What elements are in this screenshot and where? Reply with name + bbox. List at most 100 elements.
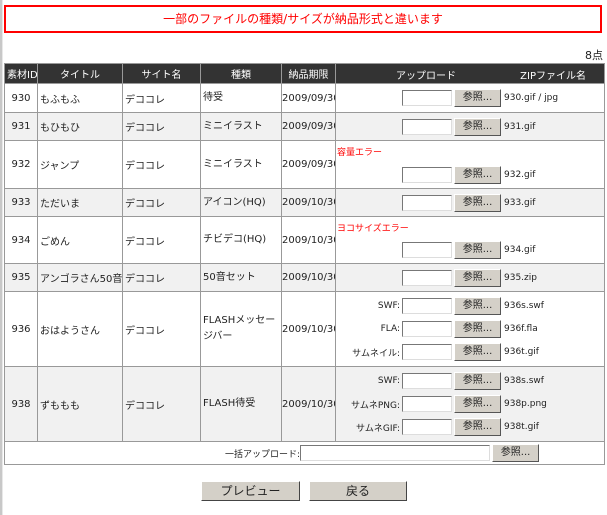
browse-button[interactable]: 参照... (454, 343, 501, 361)
title: ごめん (37, 216, 123, 264)
upload-cell: 参照... 933.gif (335, 188, 605, 217)
error-message-box: 一部のファイルの種類/サイズが納品形式と違います (4, 5, 602, 33)
zip-file-name: 930.gif / jpg (504, 93, 559, 103)
deadline: 2009/10/30 (281, 216, 336, 264)
upload-line: 参照... 934.gif (337, 238, 604, 261)
browse-button[interactable]: 参照... (454, 268, 501, 287)
file-input[interactable] (402, 321, 452, 337)
site-name: デココレ (122, 83, 201, 113)
material-type: ミニイラスト (200, 140, 282, 189)
material-type: FLASHメッセージバー (200, 291, 282, 367)
zip-file-name: 938s.swf (504, 376, 544, 386)
material-type: アイコン(HQ) (200, 188, 282, 217)
deadline: 2009/10/30 (281, 291, 336, 367)
material-id: 931 (4, 112, 38, 141)
browse-button[interactable]: 参照... (454, 372, 501, 390)
upload-cell: SWF: 参照... 936s.swf FLA: 参照... 936f.fla … (335, 291, 605, 367)
title: もふもふ (37, 83, 123, 113)
header-deadline: 納品期限 (281, 63, 336, 84)
material-id: 935 (4, 263, 38, 292)
browse-button[interactable]: 参照... (454, 320, 501, 338)
browse-button[interactable]: 参照... (454, 395, 501, 413)
browse-button[interactable]: 参照... (454, 89, 501, 107)
site-name: デココレ (122, 112, 201, 141)
material-id: 936 (4, 291, 38, 367)
zip-file-name: 938p.png (504, 399, 547, 409)
table-row: 931 もひもひ デココレ ミニイラスト 2009/09/30 参照... 93… (4, 112, 605, 141)
file-input[interactable] (402, 419, 452, 435)
upload-line: サムネPNG: 参照... 938p.png (337, 393, 604, 416)
title: もひもひ (37, 112, 123, 141)
upload-line: SWF: 参照... 938s.swf (337, 370, 604, 393)
back-button[interactable]: 戻る (309, 481, 407, 501)
material-id: 930 (4, 83, 38, 113)
bulk-browse-button[interactable]: 参照... (492, 444, 540, 462)
table-row: 934 ごめん デココレ チビデコ(HQ) 2009/10/30 ヨコサイズエラ… (4, 216, 605, 264)
file-input[interactable] (402, 166, 452, 183)
table-header: 素材ID タイトル サイト名 種類 納品期限 アップロード ZIPファイル名 (4, 63, 605, 84)
browse-button[interactable]: 参照... (454, 240, 501, 259)
title: ただいま (37, 188, 123, 217)
file-input[interactable] (402, 241, 452, 258)
zip-file-name: 933.gif (504, 197, 536, 208)
file-input[interactable] (402, 373, 452, 389)
file-input[interactable] (402, 269, 452, 286)
file-input[interactable] (402, 90, 452, 106)
window-border (0, 0, 3, 515)
site-name: デココレ (122, 291, 201, 367)
header-site: サイト名 (122, 63, 201, 84)
upload-cell: 参照... 930.gif / jpg (335, 83, 605, 113)
file-input[interactable] (402, 344, 452, 360)
upload-line: 参照... 930.gif / jpg (337, 87, 604, 110)
material-id: 938 (4, 366, 38, 442)
site-name: デココレ (122, 216, 201, 264)
zip-file-name: 934.gif (504, 244, 536, 255)
error-text: ヨコサイズエラー (337, 224, 409, 234)
header-upload-zip: アップロード ZIPファイル名 (335, 63, 605, 84)
upload-line: 参照... 935.zip (337, 266, 604, 289)
header-zip: ZIPファイル名 (520, 71, 586, 82)
title: ジャンプ (37, 140, 123, 189)
table-row: 936 おはようさん デココレ FLASHメッセージバー 2009/10/30 … (4, 291, 605, 367)
file-input[interactable] (402, 298, 452, 314)
material-type: チビデコ(HQ) (200, 216, 282, 264)
title: アンゴラさん50音 (37, 263, 123, 292)
bulk-upload-input[interactable] (300, 445, 491, 461)
browse-button[interactable]: 参照... (454, 193, 501, 212)
deadline: 2009/10/30 (281, 366, 336, 442)
zip-file-name: 936s.swf (504, 301, 544, 311)
browse-button[interactable]: 参照... (454, 297, 501, 315)
file-input[interactable] (402, 118, 452, 135)
material-type: 50音セット (200, 263, 282, 292)
table-row: 938 ずももも デココレ FLASH待受 2009/10/30 SWF: 参照… (4, 366, 605, 442)
upload-cell: SWF: 参照... 938s.swf サムネPNG: 参照... 938p.p… (335, 366, 605, 442)
upload-line: FLA: 参照... 936f.fla (337, 318, 604, 341)
upload-label: SWF: (377, 301, 400, 311)
header-title: タイトル (37, 63, 123, 84)
table-row: 933 ただいま デココレ アイコン(HQ) 2009/10/30 参照... … (4, 188, 605, 217)
zip-file-name: 932.gif (504, 169, 536, 180)
material-type: ミニイラスト (200, 112, 282, 141)
upload-line: 参照... 931.gif (337, 115, 604, 138)
bulk-upload-label: 一括アップロード: (225, 449, 301, 460)
upload-label: サムネPNG: (351, 400, 400, 411)
file-input[interactable] (402, 396, 452, 412)
deadline: 2009/09/30 (281, 112, 336, 141)
material-id: 934 (4, 216, 38, 264)
header-type: 種類 (200, 63, 282, 84)
browse-button[interactable]: 参照... (454, 418, 501, 436)
browse-button[interactable]: 参照... (454, 165, 501, 184)
bulk-upload-row: 一括アップロード: 参照... (4, 441, 605, 465)
zip-file-name: 936t.gif (504, 347, 539, 357)
upload-line: 参照... 932.gif (337, 163, 604, 186)
preview-button[interactable]: プレビュー (201, 481, 300, 501)
site-name: デココレ (122, 140, 201, 189)
zip-file-name: 931.gif (504, 121, 536, 132)
browse-button[interactable]: 参照... (454, 117, 501, 136)
material-id: 933 (4, 188, 38, 217)
upload-cell: 参照... 931.gif (335, 112, 605, 141)
table-row: 935 アンゴラさん50音 デココレ 50音セット 2009/10/30 参照.… (4, 263, 605, 292)
file-input[interactable] (402, 194, 452, 211)
upload-label: SWF: (377, 376, 400, 386)
zip-file-name: 936f.fla (504, 324, 538, 334)
